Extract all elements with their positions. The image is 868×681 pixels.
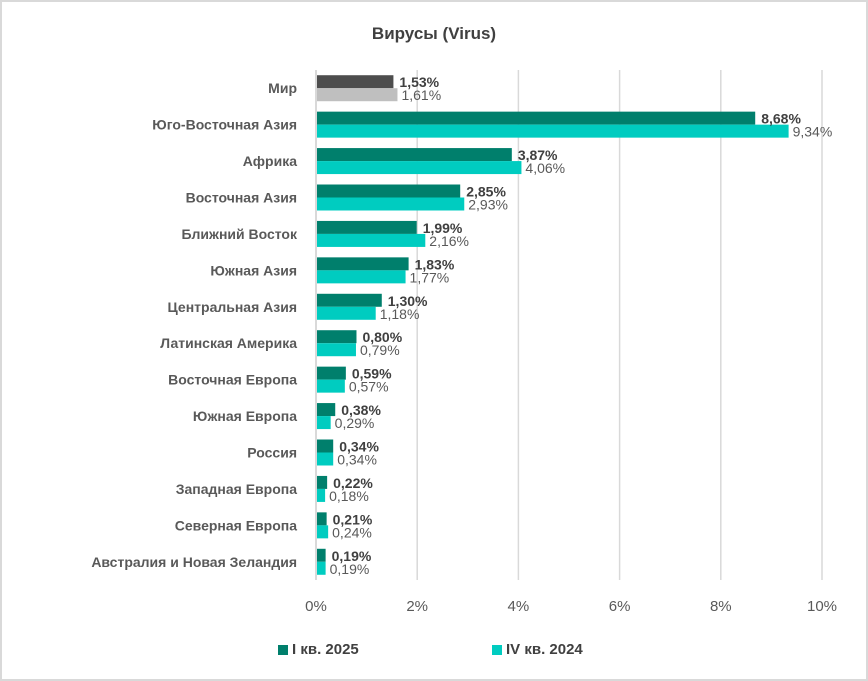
x-tick-label: 2% (406, 598, 428, 615)
category-label: Южная Европа (193, 408, 297, 424)
data-label-series-1: 8,68% (761, 111, 801, 127)
bar-series-2 (317, 233, 426, 247)
legend-label-series-2: IV кв. 2024 (506, 641, 583, 658)
category-label: Восточная Азия (186, 190, 297, 206)
bar-series-1 (317, 548, 326, 562)
category-label: Северная Европа (175, 517, 297, 533)
bar-series-1 (317, 366, 346, 380)
data-label-series-2: 0,18% (329, 488, 369, 504)
bar-series-2 (317, 197, 465, 211)
category-label: Южная Азия (210, 262, 297, 278)
bar-series-1 (317, 475, 328, 489)
category-label: Ближний Восток (181, 226, 298, 242)
bar-series-2 (317, 161, 522, 175)
legend-swatch-series-1 (278, 644, 288, 655)
data-label-series-2: 0,79% (360, 342, 400, 358)
data-label-series-1: 0,34% (339, 439, 379, 455)
bar-series-2 (317, 306, 376, 320)
data-label-series-1: 0,80% (362, 329, 402, 345)
category-label: Мир (268, 80, 297, 96)
bar-series-1 (317, 512, 327, 526)
data-label-series-2: 0,57% (349, 379, 389, 395)
data-label-series-2: 9,34% (793, 124, 833, 140)
bar-series-1 (317, 111, 756, 125)
data-label-series-2: 4,06% (525, 160, 565, 176)
data-label-series-1: 1,99% (423, 220, 463, 236)
category-label: Западная Европа (176, 481, 297, 497)
category-label: Латинская Америка (160, 335, 297, 351)
x-tick-label: 0% (305, 598, 327, 615)
x-tick-label: 4% (508, 598, 530, 615)
data-label-series-2: 0,29% (335, 415, 375, 431)
x-tick-label: 8% (710, 598, 732, 615)
bar-series-2 (317, 452, 334, 466)
bar-series-2 (317, 379, 345, 393)
category-label: Центральная Азия (168, 299, 297, 315)
category-label: Австралия и Новая Зеландия (91, 554, 297, 570)
bar-series-2 (317, 270, 406, 284)
data-label-series-1: 1,30% (388, 293, 428, 309)
bar-series-1 (317, 403, 336, 417)
x-tick-label: 6% (609, 598, 631, 615)
data-label-series-1: 0,38% (341, 402, 381, 418)
bar-series-1 (317, 330, 357, 344)
data-label-series-2: 1,77% (410, 269, 450, 285)
data-label-series-2: 0,24% (332, 524, 372, 540)
data-label-series-2: 1,18% (380, 306, 420, 322)
data-label-series-1: 0,21% (333, 511, 373, 527)
bar-series-2 (317, 88, 398, 102)
category-label: Африка (243, 153, 298, 169)
x-tick-label: 10% (807, 598, 837, 615)
data-label-series-1: 0,19% (332, 548, 372, 564)
data-label-series-2: 2,93% (468, 197, 508, 213)
data-label-series-1: 1,83% (415, 256, 455, 272)
data-label-series-1: 0,22% (333, 475, 373, 491)
data-label-series-2: 1,61% (401, 87, 441, 103)
legend-swatch-series-2 (492, 644, 502, 655)
data-label-series-1: 0,59% (352, 366, 392, 382)
bar-series-1 (317, 75, 394, 89)
data-label-series-2: 0,19% (330, 561, 370, 577)
bar-series-1 (317, 220, 417, 234)
category-label: Россия (247, 445, 297, 461)
data-label-series-2: 2,16% (429, 233, 469, 249)
data-label-series-1: 1,53% (399, 74, 439, 90)
bar-series-1 (317, 293, 382, 307)
bar-series-1 (317, 184, 461, 198)
data-label-series-1: 2,85% (466, 184, 506, 200)
bar-series-2 (317, 488, 326, 502)
bar-series-2 (317, 343, 356, 357)
bar-series-2 (317, 561, 326, 575)
data-label-series-1: 3,87% (518, 147, 558, 163)
category-label: Восточная Европа (168, 372, 297, 388)
bar-series-2 (317, 525, 329, 539)
data-label-series-2: 0,34% (337, 452, 377, 468)
legend-item-series-1: I кв. 2025 (278, 641, 359, 658)
bar-series-1 (317, 257, 409, 271)
category-label: Юго-Восточная Азия (152, 117, 297, 133)
legend-label-series-1: I кв. 2025 (292, 641, 359, 658)
chart-title: Вирусы (Virus) (371, 24, 497, 43)
bar-series-2 (317, 124, 789, 138)
bar-series-1 (317, 148, 512, 162)
bar-series-2 (317, 416, 331, 430)
legend-item-series-2: IV кв. 2024 (492, 641, 583, 658)
bar-series-1 (317, 439, 334, 453)
